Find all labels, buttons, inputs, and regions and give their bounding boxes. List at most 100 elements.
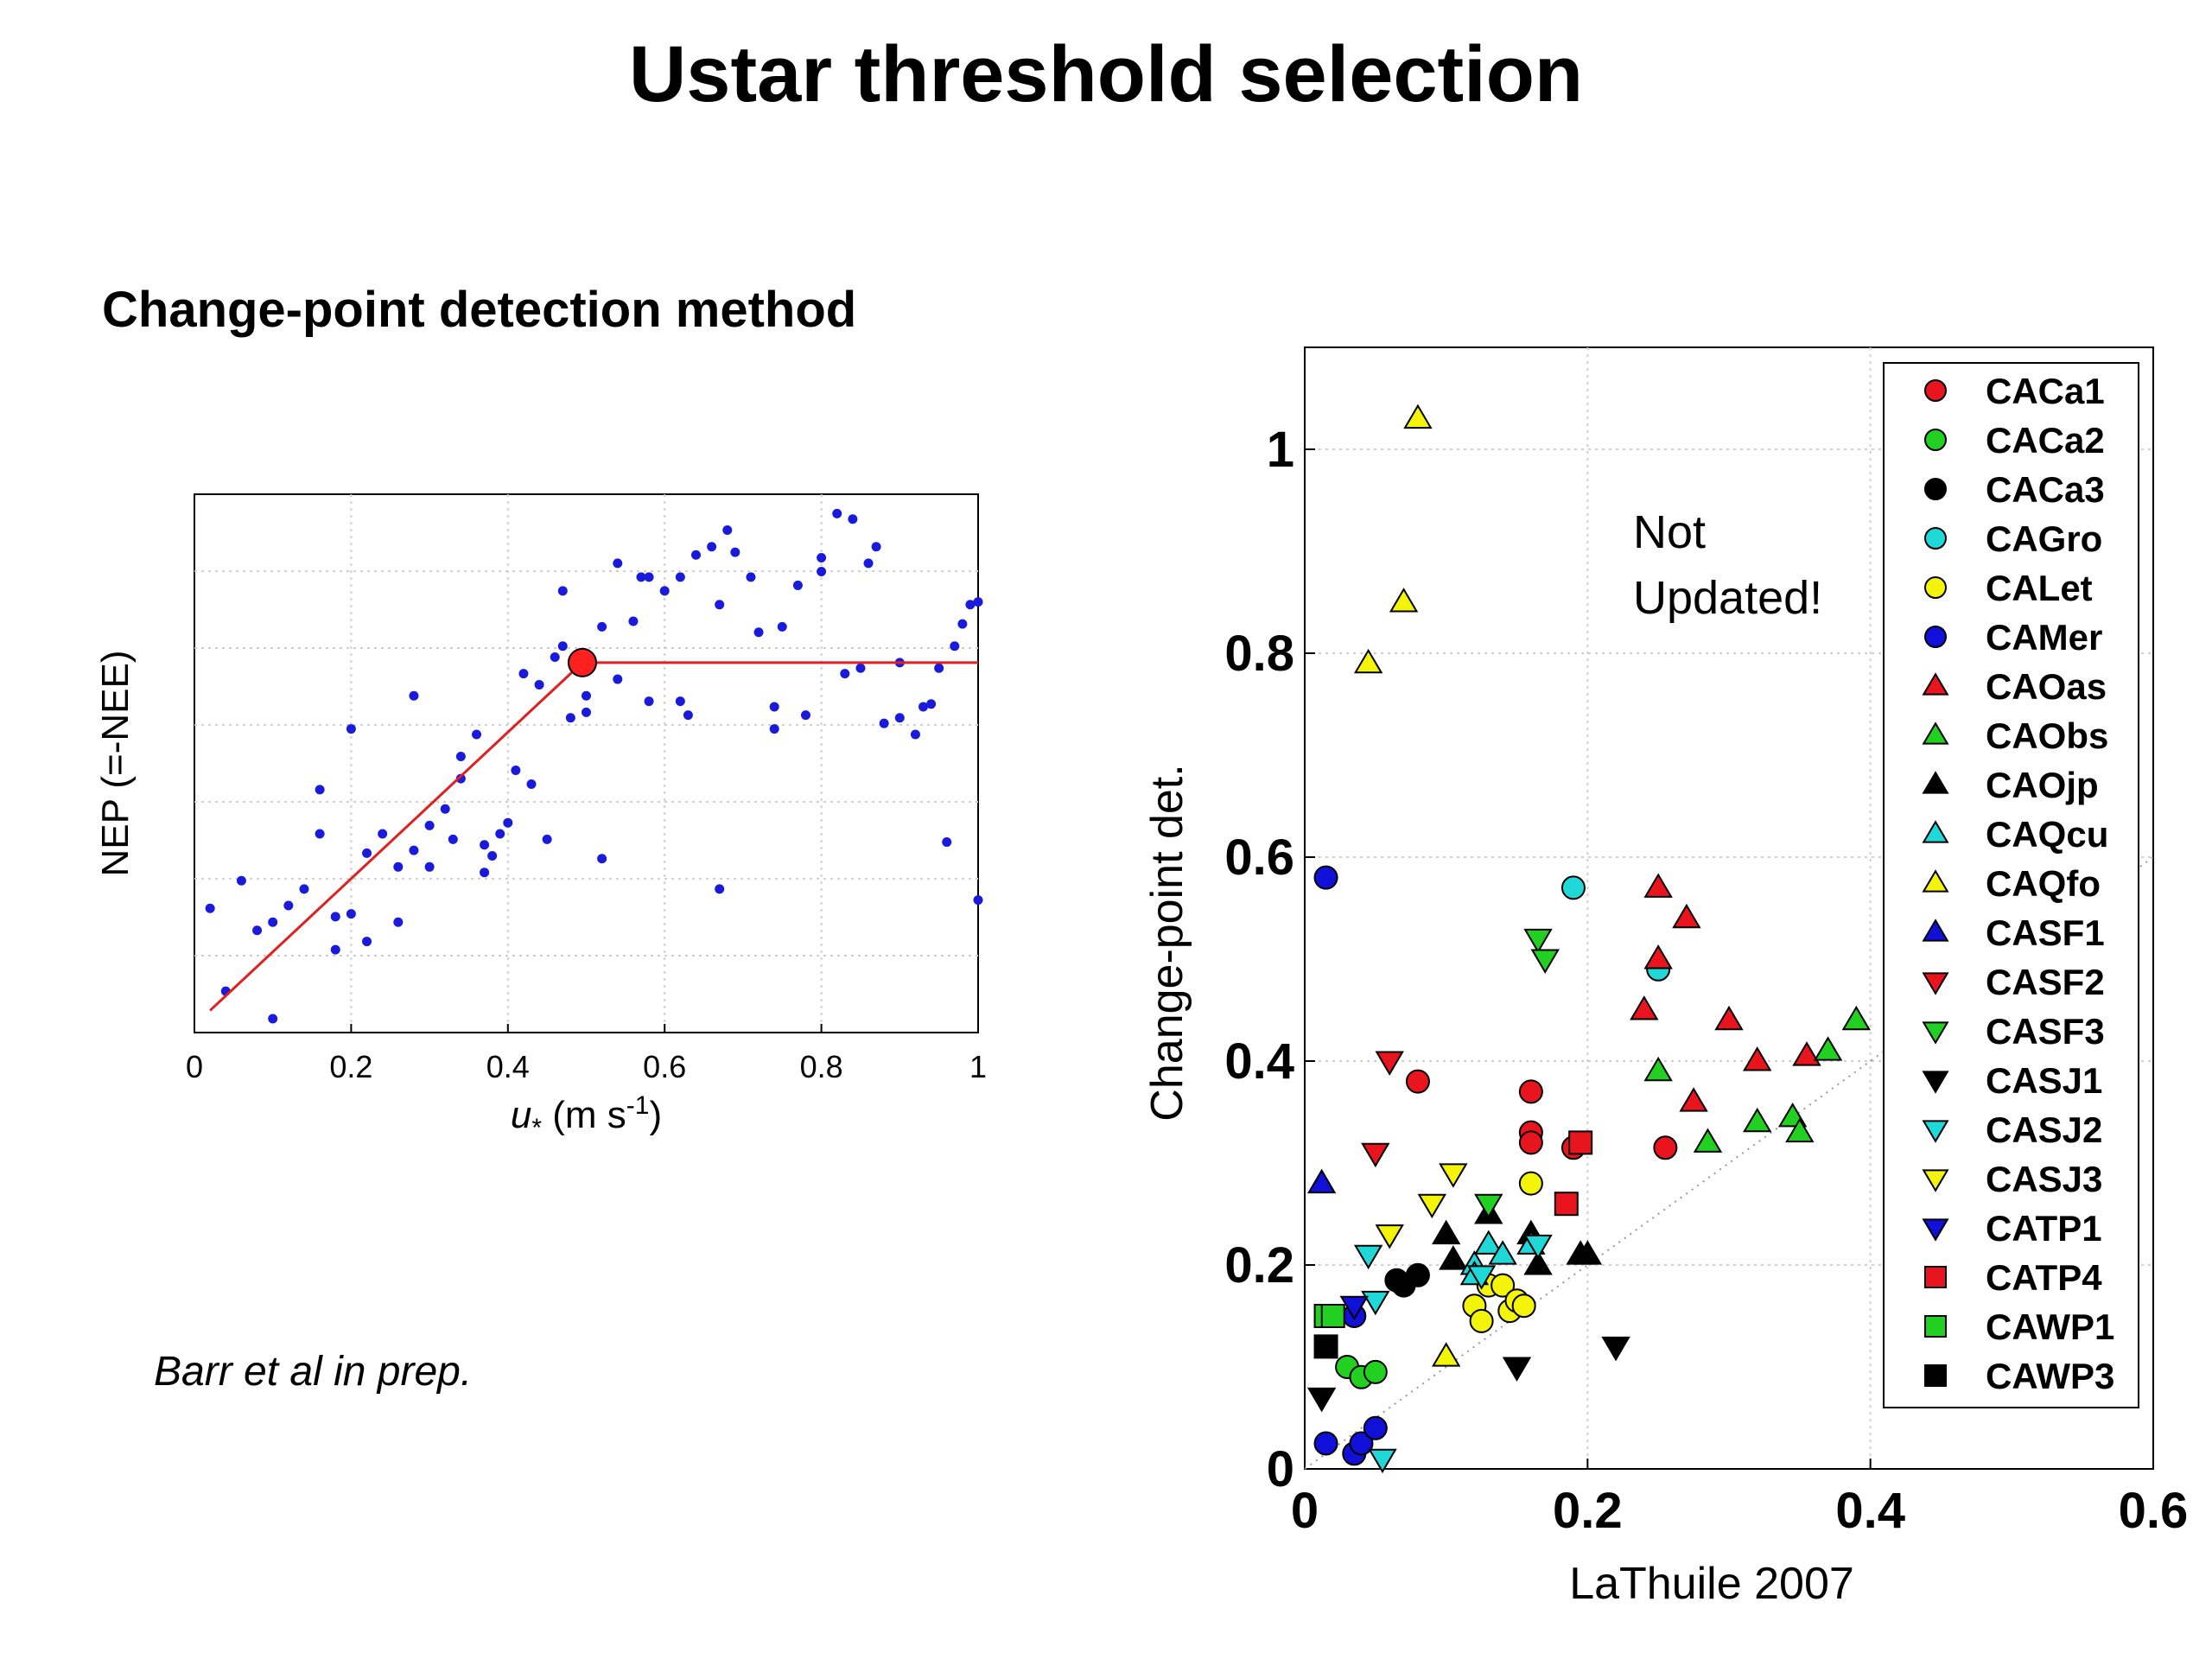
data-point [557,586,568,596]
data-point [205,903,215,913]
plot-frame [194,493,979,1033]
data-point-caoas [1643,944,1673,969]
data-point [487,851,498,861]
data-point-caojp [1439,1245,1468,1270]
data-point [565,713,575,723]
data-point-casj3 [1375,1224,1404,1249]
data-point-caoas [1714,1005,1744,1031]
data-point [409,690,419,701]
data-point [644,572,654,582]
legend-marker [1922,820,1949,843]
x-tick-label: 0.2 [1553,1483,1623,1539]
data-point [636,572,646,582]
data-point [582,707,591,717]
data-point [393,917,404,927]
legend-marker [1922,918,1949,942]
data-point [503,817,513,828]
data-point [848,514,858,524]
x-tick-label: 0.6 [2119,1483,2189,1539]
data-point [448,834,458,844]
data-point-casj2 [1368,1448,1397,1474]
data-point [526,779,537,789]
data-point-caojp [1431,1219,1461,1245]
y-tick-label: 1 [1267,422,1294,478]
data-point [613,558,623,569]
legend-label: CAQcu [1986,814,2108,855]
y-tick-label: 0.8 [1224,626,1294,682]
data-point [910,729,920,740]
data-point [330,912,340,922]
legend-label: CAWP3 [1986,1356,2114,1396]
legend-marker [1924,1266,1947,1288]
data-point [855,663,866,673]
data-point-caoas [1792,1041,1821,1066]
data-point-caoas [1743,1046,1772,1071]
legend-label: CAOjp [1986,765,2099,805]
data-point [942,837,952,848]
data-point-casj1 [1502,1357,1532,1382]
data-point-caqfo [1431,1342,1461,1367]
data-point [455,752,466,762]
data-point [315,829,325,839]
data-point [268,917,278,927]
legend-marker [1924,1364,1947,1387]
data-point [542,834,552,844]
data-point-caoas [1679,1087,1708,1112]
data-point-caca1 [1518,1130,1543,1155]
data-point-casj3 [1417,1193,1446,1219]
legend-marker [1922,721,1949,745]
data-point-caoas [1630,995,1659,1020]
data-point [722,525,733,536]
data-point [707,542,717,552]
data-point-casf1 [1306,1168,1337,1194]
data-point [597,621,607,632]
y-tick-label: 0.6 [1224,830,1294,886]
data-point-casj3 [1439,1163,1468,1188]
data-point [557,641,568,652]
slide-title: Ustar threshold selection [628,30,1584,118]
data-point-caqfo [1403,404,1433,429]
data-point [378,829,388,839]
data-point [424,861,435,872]
data-point [511,765,521,775]
data-point-casf2 [1361,1142,1390,1168]
data-point-caobs [1693,1128,1723,1153]
data-point [534,679,544,690]
data-point [730,547,741,557]
legend-marker [1922,1120,1949,1143]
data-point-casj1 [1601,1336,1630,1362]
data-point [480,868,490,878]
data-point-camer [1313,1431,1338,1456]
data-point [644,696,654,707]
data-point [495,829,505,839]
data-point [283,900,294,911]
data-point [973,895,983,906]
legend-label: CASJ1 [1986,1060,2102,1101]
y-tick-label: 0.4 [1224,1033,1294,1090]
data-point-calet [1491,1273,1516,1298]
legend-marker [1924,379,1947,402]
legend-marker [1924,478,1947,500]
data-point-caobs [1743,1107,1772,1133]
data-point [236,875,246,886]
data-point [715,884,725,894]
data-point [840,669,850,679]
data-point [690,550,701,560]
data-point [455,773,466,784]
legend-label: CACa1 [1986,371,2105,411]
data-point-casj2 [1361,1290,1390,1316]
x-axis-label: u* (m s-1) [511,1091,662,1142]
data-point-caca1 [1653,1135,1678,1160]
data-point [926,699,937,709]
legend-marker [1922,972,1949,995]
data-point [863,558,874,569]
legend-marker [1922,1169,1949,1192]
data-point-catp4 [1568,1130,1593,1155]
x-axis-label: LaThuile 2007 [1569,1559,1854,1609]
data-point-casf3 [1523,928,1553,954]
y-tick-label: 0 [1267,1441,1294,1497]
data-point [769,702,779,712]
legend-label: CACa2 [1986,420,2105,461]
data-point [362,937,372,947]
